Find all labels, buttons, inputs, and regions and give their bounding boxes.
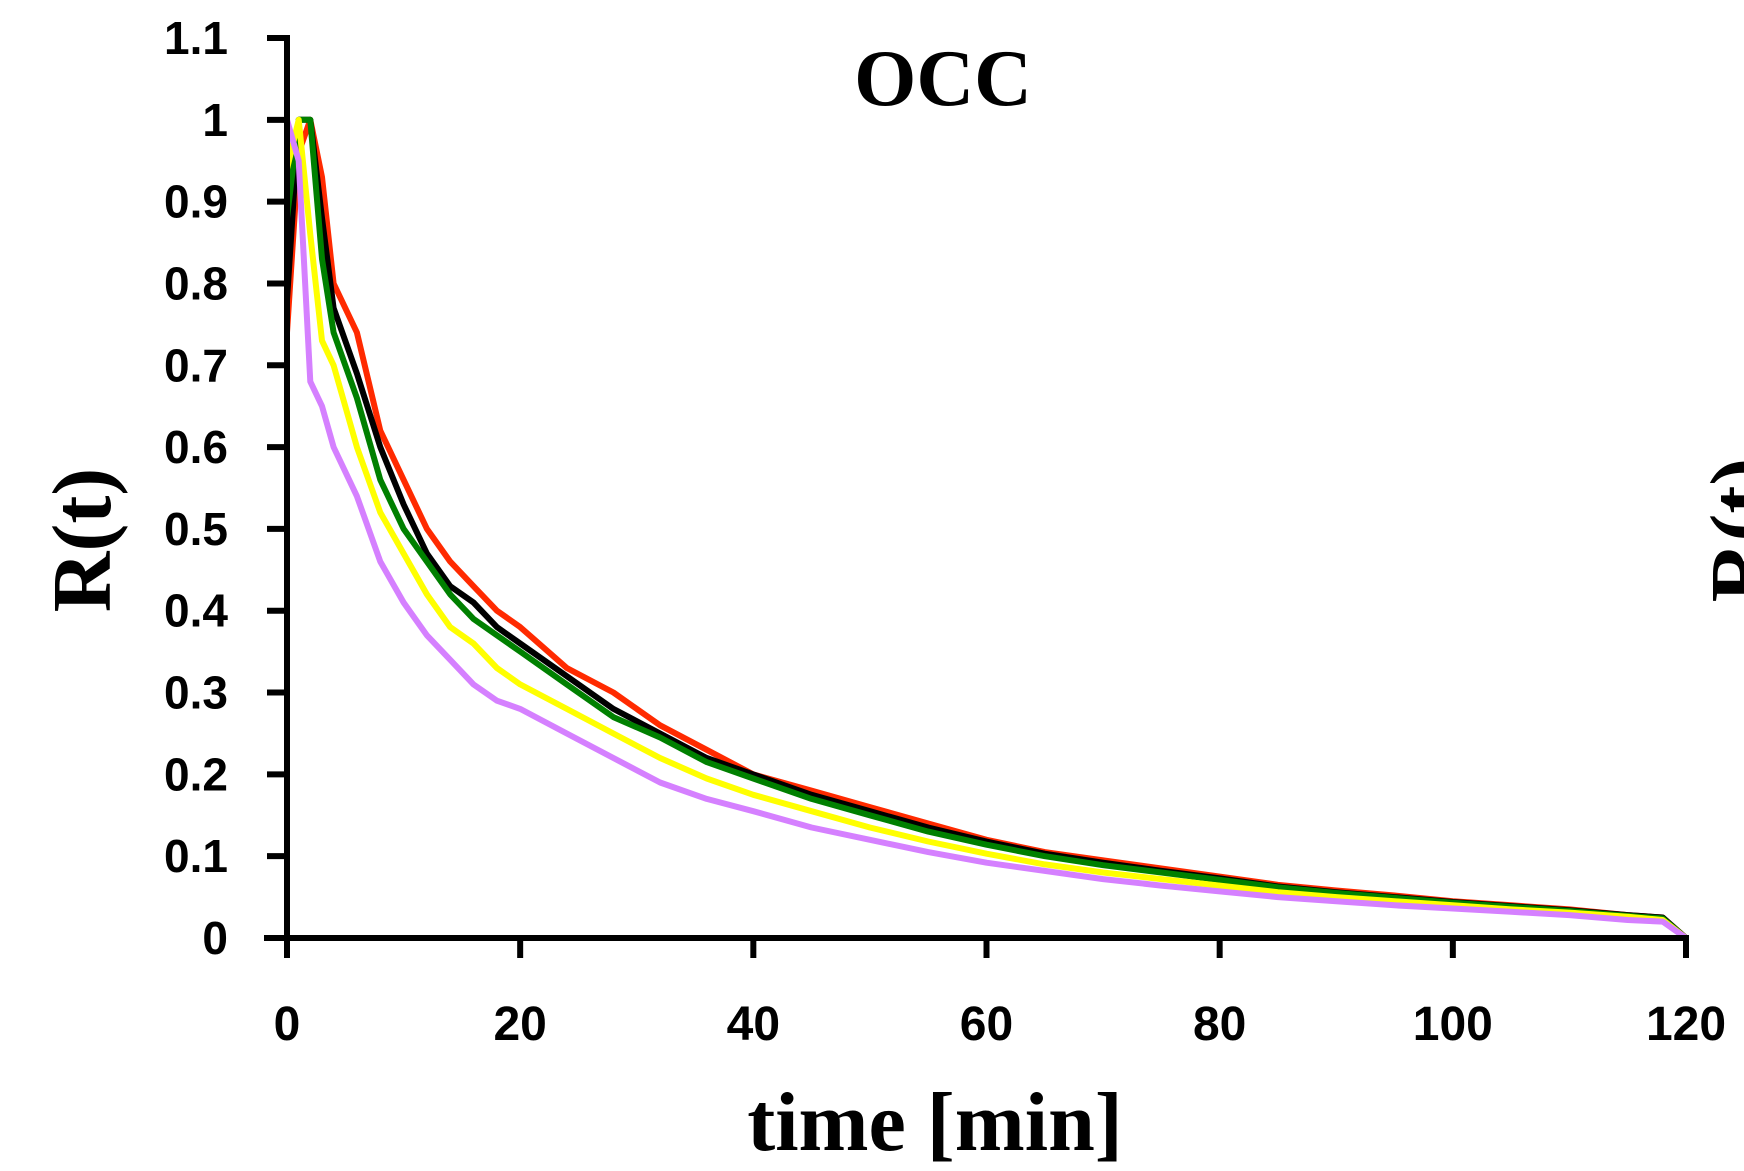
x-axis-label: time [min] [747, 1076, 1123, 1169]
y-tick-label: 0.3 [164, 667, 228, 719]
chart-title: OCC [854, 35, 1032, 123]
y-tick-label: 0.1 [164, 830, 228, 882]
series-line-2 [284, 116, 1689, 941]
y-tick-label: 0.9 [164, 176, 228, 228]
y-tick-label: 0.8 [164, 257, 228, 309]
second-chart-y-axis-label: R(t) [1694, 458, 1744, 603]
y-tick-label: 0.6 [164, 421, 228, 473]
series-line-4 [284, 116, 1689, 941]
x-axis-ticks: 0 20 40 60 80 100 120 [274, 938, 1726, 1051]
y-tick-label: 1.1 [164, 12, 228, 64]
series-group [284, 116, 1689, 941]
x-tick-label: 100 [1413, 998, 1493, 1051]
y-tick-label: 1 [202, 94, 228, 146]
y-tick-label: 0.2 [164, 748, 228, 800]
x-tick-label: 120 [1646, 998, 1726, 1051]
y-axis-ticks: 0 0.1 0.2 0.3 0.4 0.5 0.6 0.7 0.8 0.9 1 1.1 [164, 12, 287, 964]
x-tick-label: 40 [727, 998, 780, 1051]
x-tick-label: 80 [1193, 998, 1246, 1051]
series-line-5 [284, 116, 1689, 941]
x-tick-label: 0 [274, 998, 301, 1051]
series-line-3 [284, 116, 1689, 941]
x-tick-label: 20 [493, 998, 546, 1051]
y-tick-label: 0.7 [164, 339, 228, 391]
y-tick-label: 0.4 [164, 585, 228, 637]
x-tick-label: 60 [960, 998, 1013, 1051]
y-tick-label: 0 [202, 912, 228, 964]
y-axis-label: R(t) [36, 468, 129, 613]
series-line-1 [284, 116, 1689, 941]
y-tick-label: 0.5 [164, 503, 228, 555]
